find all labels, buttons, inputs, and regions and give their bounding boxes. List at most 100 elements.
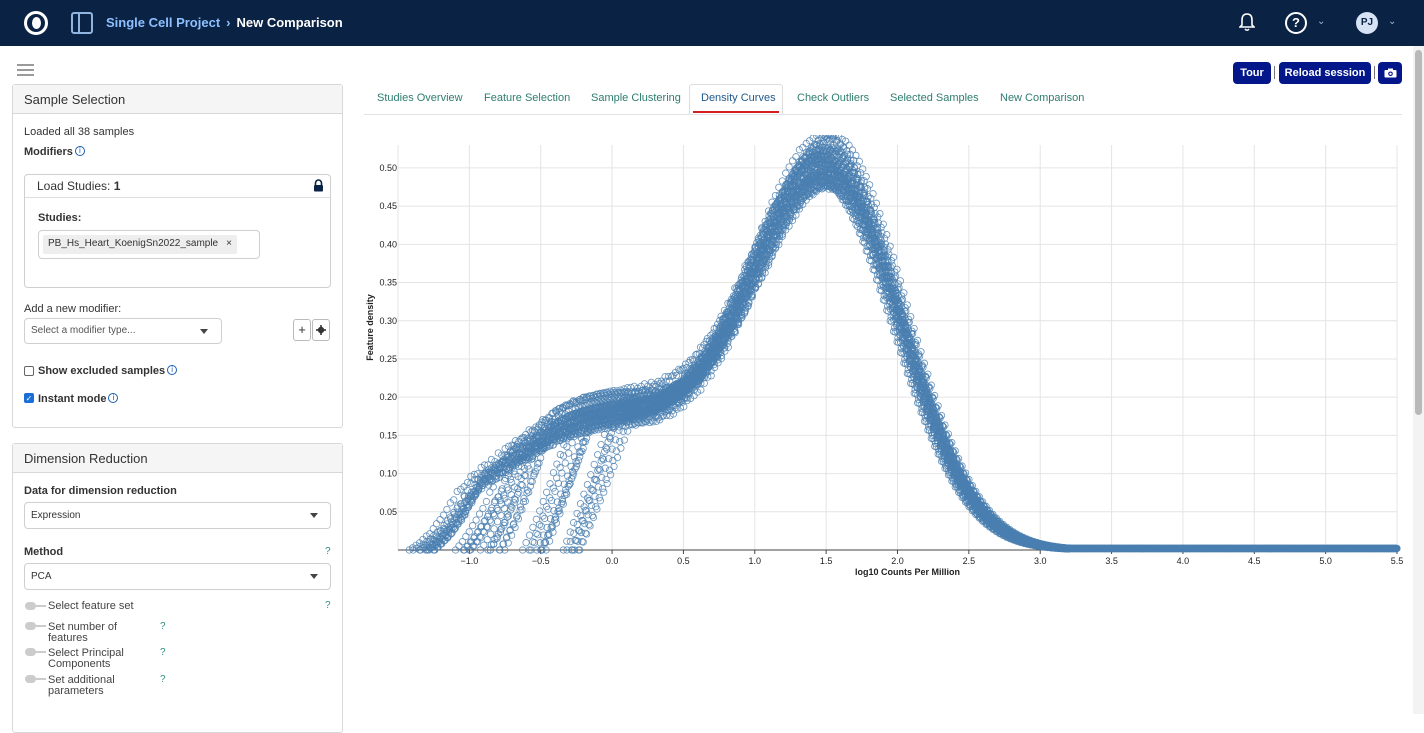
y-tick-label: 0.25 (379, 354, 397, 364)
tab-sample-clustering[interactable]: Sample Clustering (591, 92, 681, 104)
x-tick-label: 4.5 (1248, 556, 1261, 566)
breadcrumb-current-page: New Comparison (237, 15, 343, 30)
page-scrollbar-thumb[interactable] (1415, 50, 1422, 415)
loaded-samples-text: Loaded all 38 samples (24, 126, 134, 138)
load-studies-heading: Load Studies: 1 (37, 179, 120, 193)
density-point (574, 521, 580, 527)
x-tick-label: 1.0 (749, 556, 762, 566)
method-value: PCA (31, 571, 52, 582)
x-tick-label: 3.0 (1034, 556, 1047, 566)
data-source-arrow-icon (310, 513, 318, 518)
add-modifier-button[interactable]: + (293, 319, 311, 341)
density-series (460, 178, 1398, 553)
tab-selected-samples[interactable]: Selected Samples (890, 92, 979, 104)
method-select[interactable] (24, 563, 331, 590)
density-point (581, 491, 587, 497)
density-point (618, 445, 624, 451)
step-set-additional-parameters[interactable]: Set additional parameters (48, 675, 138, 697)
modifier-settings-button[interactable] (312, 319, 330, 341)
data-source-value: Expression (31, 510, 80, 521)
density-point (571, 530, 577, 536)
help-icon[interactable]: ? (1285, 12, 1307, 34)
x-tick-label: 5.5 (1391, 556, 1404, 566)
density-point (594, 451, 600, 457)
toolbar-divider (1274, 66, 1275, 79)
density-point (584, 481, 590, 487)
density-point (584, 495, 590, 501)
density-point (598, 441, 604, 447)
density-point (480, 505, 486, 511)
sidebar-toggle-icon[interactable] (71, 12, 93, 34)
modifiers-info-icon[interactable]: i (75, 146, 85, 156)
reload-session-button[interactable]: Reload session (1279, 62, 1371, 84)
app-logo-icon[interactable] (24, 11, 48, 35)
tab-density-curves[interactable]: Density Curves (701, 92, 776, 104)
density-series (496, 160, 1400, 553)
step-1-dot (25, 602, 36, 610)
step-2-help-icon[interactable]: ? (160, 621, 166, 632)
tab-new-comparison[interactable]: New Comparison (1000, 92, 1084, 104)
density-point (601, 489, 607, 495)
user-menu-chevron-icon[interactable]: ⌄ (1388, 16, 1396, 27)
step-2-connector (36, 625, 46, 627)
tab-studies-overview[interactable]: Studies Overview (377, 92, 463, 104)
user-avatar[interactable]: PJ (1356, 12, 1378, 34)
study-chip: PB_Hs_Heart_KoenigSn2022_sample × (43, 235, 237, 254)
screenshot-button[interactable] (1378, 62, 1402, 84)
help-menu-chevron-icon[interactable]: ⌄ (1317, 16, 1325, 27)
method-arrow-icon (310, 574, 318, 579)
instant-mode-info-icon[interactable]: i (108, 393, 118, 403)
step-3-connector (36, 651, 46, 653)
breadcrumb-project-link[interactable]: Single Cell Project (106, 15, 220, 30)
breadcrumb-separator: › (226, 15, 230, 30)
modifier-type-arrow-icon (200, 329, 208, 334)
density-point (530, 524, 536, 530)
y-tick-label: 0.30 (379, 316, 397, 326)
x-tick-label: 4.0 (1177, 556, 1190, 566)
step-set-number-of-features[interactable]: Set number of features (48, 622, 138, 644)
x-tick-label: −0.5 (532, 556, 550, 566)
menu-hamburger-icon[interactable] (17, 64, 34, 76)
camera-icon (1384, 68, 1397, 78)
show-excluded-checkbox[interactable] (24, 366, 34, 376)
step-select-feature-set[interactable]: Select feature set (48, 601, 134, 612)
y-tick-label: 0.50 (379, 163, 397, 173)
step-select-principal-components[interactable]: Select Principal Components (48, 648, 148, 670)
density-point (526, 532, 532, 538)
step-4-help-icon[interactable]: ? (160, 674, 166, 685)
y-tick-label: 0.10 (379, 469, 397, 479)
y-tick-label: 0.45 (379, 201, 397, 211)
lock-icon (313, 179, 324, 192)
density-point (860, 166, 866, 172)
instant-mode-label: Instant mode (38, 393, 106, 405)
density-point (473, 517, 479, 523)
show-excluded-info-icon[interactable]: i (167, 365, 177, 375)
instant-mode-checkbox[interactable]: ✓ (24, 393, 34, 403)
y-tick-label: 0.15 (379, 430, 397, 440)
modifier-type-placeholder: Select a modifier type... (31, 325, 136, 336)
step-1-help-icon[interactable]: ? (325, 600, 331, 611)
tour-button[interactable]: Tour (1233, 62, 1271, 84)
density-point (614, 454, 620, 460)
data-for-dimension-reduction-label: Data for dimension reduction (24, 485, 177, 497)
study-chip-label: PB_Hs_Heart_KoenigSn2022_sample (48, 238, 218, 251)
x-tick-label: 3.5 (1105, 556, 1118, 566)
density-point (483, 498, 489, 504)
tab-feature-selection[interactable]: Feature Selection (484, 92, 570, 104)
density-point (440, 512, 446, 518)
density-point (570, 519, 576, 525)
method-help-icon[interactable]: ? (325, 546, 331, 557)
step-1-connector (36, 605, 46, 607)
x-tick-label: 2.5 (963, 556, 976, 566)
study-chip-remove-icon[interactable]: × (226, 238, 232, 251)
step-3-help-icon[interactable]: ? (160, 647, 166, 658)
modifiers-label: Modifiers (24, 146, 73, 158)
load-studies-label: Load Studies: (37, 179, 110, 193)
notification-bell-icon[interactable] (1239, 13, 1255, 32)
density-point (604, 480, 610, 486)
tab-check-outliers[interactable]: Check Outliers (797, 92, 869, 104)
